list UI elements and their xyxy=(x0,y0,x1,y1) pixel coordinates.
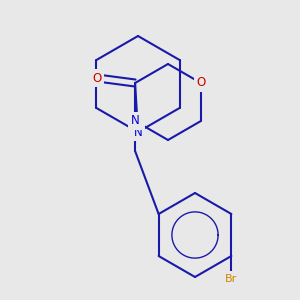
Text: O: O xyxy=(92,71,102,85)
Text: N: N xyxy=(134,125,142,139)
Text: N: N xyxy=(131,115,140,128)
Text: O: O xyxy=(196,76,206,89)
Text: Br: Br xyxy=(225,274,238,284)
